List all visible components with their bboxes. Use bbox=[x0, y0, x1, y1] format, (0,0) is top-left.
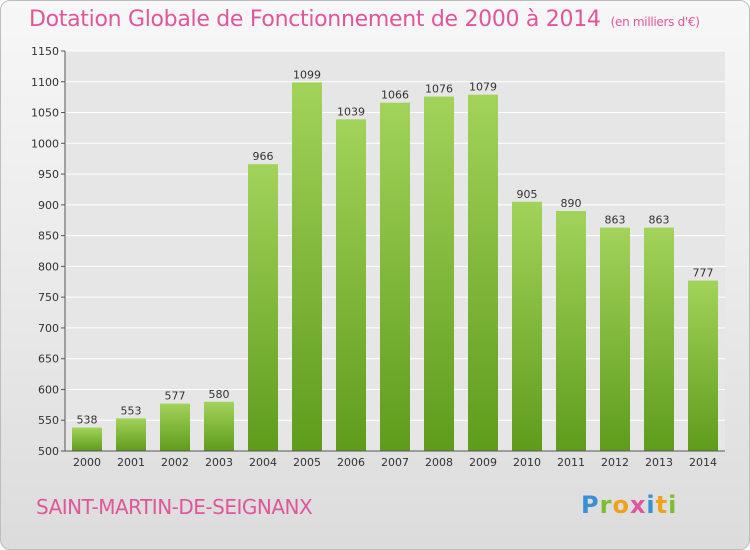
x-tick-label: 2008 bbox=[425, 456, 453, 469]
x-tick-label: 2010 bbox=[513, 456, 541, 469]
bars bbox=[72, 82, 718, 452]
y-tick-label: 1000 bbox=[31, 137, 59, 150]
x-tick-label: 2006 bbox=[337, 456, 365, 469]
x-tick-label: 2000 bbox=[73, 456, 101, 469]
logo-letter: x bbox=[629, 491, 647, 519]
unit-note: (en milliers d'€) bbox=[610, 15, 700, 29]
data-label-2013: 863 bbox=[649, 214, 670, 227]
data-label-2001: 553 bbox=[121, 404, 142, 417]
logo-letter: o bbox=[612, 491, 630, 519]
y-tick-label: 750 bbox=[38, 291, 59, 304]
data-label-2012: 863 bbox=[605, 214, 626, 227]
data-label-2006: 1039 bbox=[337, 105, 365, 118]
y-axis-ticks: 500 550 600 650 700 750 800 850 900 950 1000 1050 11… bbox=[31, 45, 65, 458]
x-tick-label: 2004 bbox=[249, 456, 277, 469]
x-tick-label: 2009 bbox=[469, 456, 497, 469]
logo-letter: r bbox=[599, 491, 613, 519]
bar-2007 bbox=[380, 102, 410, 451]
data-label-2007: 1066 bbox=[381, 89, 409, 102]
x-tick-label: 2001 bbox=[117, 456, 145, 469]
y-tick-label: 850 bbox=[38, 230, 59, 243]
bar-2006 bbox=[336, 119, 366, 452]
bar-2001 bbox=[116, 418, 146, 451]
logo-letter: t bbox=[655, 491, 669, 519]
data-label-2011: 890 bbox=[561, 197, 582, 210]
proxiti-logo: Proxiti bbox=[581, 491, 677, 519]
y-tick-label: 800 bbox=[38, 260, 59, 273]
chart-title-text: Dotation Globale de Fonctionnement de 20… bbox=[29, 7, 601, 32]
data-label-2008: 1076 bbox=[425, 83, 453, 96]
bar-2002 bbox=[160, 403, 190, 451]
bar-2012 bbox=[600, 227, 630, 451]
data-label-2014: 777 bbox=[693, 267, 714, 280]
bar-2000 bbox=[72, 427, 102, 451]
y-tick-label: 550 bbox=[38, 414, 59, 427]
y-tick-label: 600 bbox=[38, 383, 59, 396]
x-tick-label: 2005 bbox=[293, 456, 321, 469]
commune-name: SAINT-MARTIN-DE-SEIGNANX bbox=[36, 495, 313, 519]
x-tick-label: 2002 bbox=[161, 456, 189, 469]
y-tick-label: 500 bbox=[38, 445, 59, 458]
y-tick-label: 950 bbox=[38, 168, 59, 181]
data-label-2010: 905 bbox=[517, 188, 538, 201]
bar-2003 bbox=[204, 401, 234, 451]
data-label-2004: 966 bbox=[253, 150, 274, 163]
y-tick-label: 900 bbox=[38, 199, 59, 212]
bar-2013 bbox=[644, 227, 674, 451]
data-label-2005: 1099 bbox=[293, 68, 321, 81]
data-label-2000: 538 bbox=[77, 414, 98, 427]
y-tick-label: 700 bbox=[38, 322, 59, 335]
chart-title: Dotation Globale de Fonctionnement de 20… bbox=[29, 7, 700, 32]
y-tick-label: 650 bbox=[38, 353, 59, 366]
logo-letter: i bbox=[668, 491, 678, 519]
bar-2011 bbox=[556, 211, 586, 451]
bar-2008 bbox=[424, 96, 454, 452]
x-tick-label: 2013 bbox=[645, 456, 673, 469]
bar-2009 bbox=[468, 94, 498, 451]
x-tick-label: 2011 bbox=[557, 456, 585, 469]
logo-letter: i bbox=[646, 491, 656, 519]
y-tick-label: 1100 bbox=[31, 76, 59, 89]
logo-letter: P bbox=[581, 491, 600, 519]
x-tick-label: 2014 bbox=[689, 456, 717, 469]
bar-2014 bbox=[688, 280, 718, 451]
y-tick-label: 1150 bbox=[31, 45, 59, 58]
x-axis-ticks: 2000 2001 2002 2003 2004 2005 2006 2007 2008 2009… bbox=[73, 456, 717, 469]
y-tick-label: 1050 bbox=[31, 107, 59, 120]
x-tick-label: 2003 bbox=[205, 456, 233, 469]
data-label-2002: 577 bbox=[165, 390, 186, 403]
bar-2005 bbox=[292, 82, 322, 451]
data-label-2009: 1079 bbox=[469, 81, 497, 94]
data-labels: 538 553 577 580 966 1099 1039 1066 1076 1079 905 89… bbox=[77, 68, 714, 426]
x-tick-label: 2007 bbox=[381, 456, 409, 469]
bar-2004 bbox=[248, 164, 278, 451]
data-label-2003: 580 bbox=[209, 388, 230, 401]
bar-2010 bbox=[512, 201, 542, 451]
x-tick-label: 2012 bbox=[601, 456, 629, 469]
